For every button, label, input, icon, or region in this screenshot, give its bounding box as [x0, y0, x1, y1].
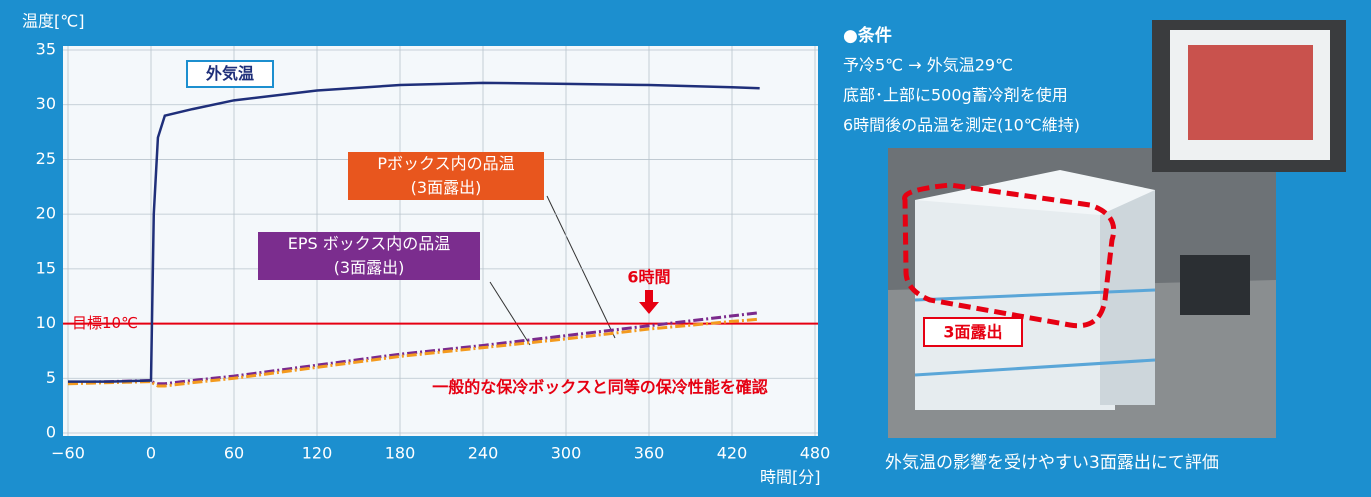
x-tick-label: 180 [385, 444, 416, 463]
photo-label: 3面露出 [943, 323, 1002, 342]
y-tick-label: 20 [36, 204, 56, 223]
x-tick-label: 60 [224, 444, 244, 463]
x-tick-label: 300 [551, 444, 582, 463]
series-label: EPS ボックス内の品温 (3面露出) [258, 232, 480, 280]
x-tick-label: 420 [717, 444, 748, 463]
y-axis-label: 温度[℃] [22, 12, 84, 31]
photo-caption: 外気温の影響を受けやすい3面露出にて評価 [885, 453, 1219, 473]
series-label: 外気温 [186, 60, 274, 88]
photo-box-side [1100, 190, 1155, 405]
x-tick-label: −60 [51, 444, 85, 463]
photo-highlight [902, 182, 1117, 329]
x-tick-label: 240 [468, 444, 499, 463]
condition: 予冷5℃ → 外気温29℃ [843, 56, 1013, 75]
y-tick-label: 5 [46, 368, 56, 387]
annotation: 6時間 [627, 268, 670, 287]
x-tick-label: 480 [800, 444, 831, 463]
note: 一般的な保冷ボックスと同等の保冷性能を確認 [432, 378, 768, 397]
x-axis-label: 時間[分] [760, 468, 821, 487]
photo-box-top [915, 170, 1155, 215]
annotation-arrow [639, 290, 659, 314]
target-label: 目標10℃ [72, 314, 138, 332]
leader-line [489, 281, 531, 346]
y-tick-label: 15 [36, 258, 56, 277]
photo-laptop [1180, 255, 1250, 315]
condition: 6時間後の品温を測定(10℃維持) [843, 116, 1080, 135]
photo-tape [914, 288, 1156, 302]
y-tick-label: 10 [36, 313, 56, 332]
y-tick-label: 0 [46, 423, 56, 442]
y-tick-label: 25 [36, 149, 56, 168]
photo-tape [914, 358, 1156, 377]
x-tick-label: 360 [634, 444, 665, 463]
x-tick-label: 0 [146, 444, 156, 463]
photo-inset-contents [1188, 45, 1313, 140]
x-tick-label: 120 [302, 444, 333, 463]
photo-label-box [923, 317, 1023, 347]
condition: 底部･上部に500g蓄冷剤を使用 [843, 86, 1068, 105]
series-line [67, 311, 760, 386]
series-line [68, 81, 760, 383]
series-line [67, 317, 760, 388]
series-label: Pボックス内の品温 (3面露出) [348, 152, 544, 200]
leader-line [546, 195, 616, 339]
conditions-title: ●条件 [843, 25, 892, 46]
y-tick-label: 30 [36, 94, 56, 113]
y-tick-label: 35 [36, 40, 56, 59]
